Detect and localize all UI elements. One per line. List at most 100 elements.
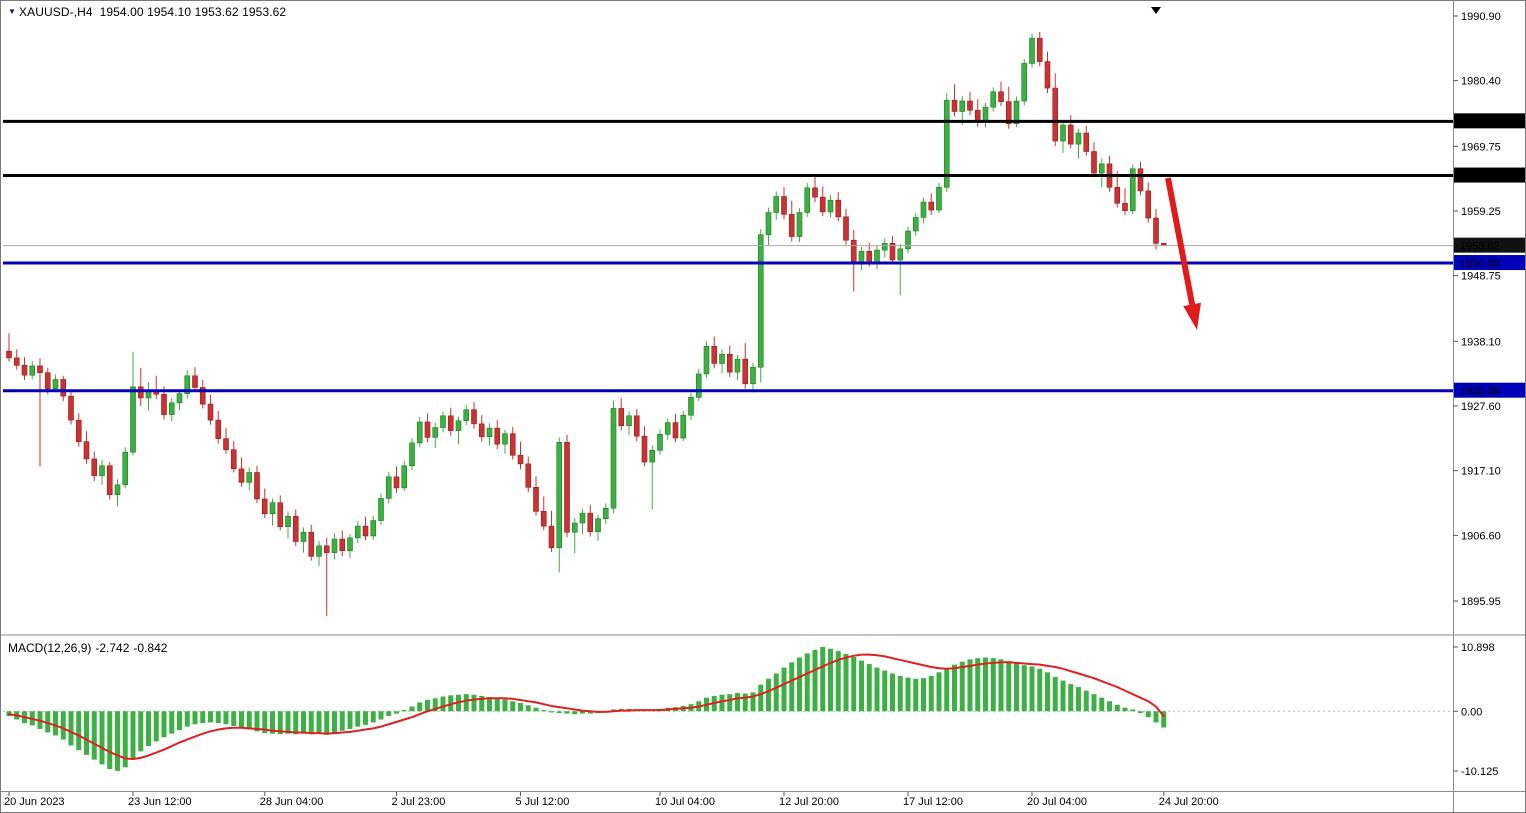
macd-axis-tick: 0.00 [1461,706,1482,718]
macd-histogram-bar [797,657,802,712]
candle-body [161,393,167,415]
macd-histogram-bar [45,711,51,733]
candle [6,333,12,362]
candle [850,229,857,292]
candle [571,518,578,554]
candle-body [99,465,105,476]
macd-histogram-bar [719,694,725,712]
bar-position-marker-icon [1151,7,1161,14]
candle [533,476,539,516]
macd-histogram-bar [432,698,438,712]
candle [207,394,214,425]
macd-histogram-bar [502,699,508,712]
candle-body [447,415,454,431]
candle-body [1145,190,1152,219]
price-level-label-text: 1965.00 [1460,171,1500,183]
candle-body [765,212,772,235]
candle [742,343,749,389]
candle [936,182,942,214]
candle-body [726,353,733,373]
candle [502,429,508,455]
candle [943,92,950,193]
candle [385,471,392,504]
candle [463,404,470,426]
candle [672,413,679,443]
candle [378,493,384,525]
candle [1052,73,1059,146]
macd-histogram-bar [301,711,306,734]
candle-body [796,212,803,237]
price-axis-tick: 1980.40 [1461,76,1501,88]
candle-body [819,196,826,213]
macd-histogram-bar [122,711,128,768]
candle-body [285,515,291,528]
candle [1091,142,1097,178]
macd-histogram-bar [161,711,167,738]
collapse-triangle-icon[interactable]: ▼ [8,7,17,16]
candle-body [37,365,43,373]
macd-value-main: -2.742 [95,641,130,655]
macd-histogram-bar [556,711,562,714]
macd-histogram-bar [60,711,66,740]
candle-body [308,531,315,557]
macd-histogram-bar [130,711,136,759]
candle-body [207,403,214,421]
candle [300,527,307,553]
candle [788,200,795,242]
candle [114,479,121,507]
candle-body [920,201,927,218]
candle-body [773,196,780,213]
candle [781,187,787,220]
candle [60,375,67,402]
candle-body [719,353,725,364]
macd-histogram-bar [967,659,973,712]
candle-body [556,442,563,548]
candle-body [680,414,687,439]
candle-body [401,465,408,489]
candle [269,498,276,526]
macd-histogram-bar [115,711,120,771]
candle-body [184,375,191,394]
candle [517,441,524,470]
candle [858,247,865,271]
candle-body [889,243,896,261]
macd-histogram-bar [394,711,399,714]
candle [540,496,547,531]
candle [982,102,989,128]
candle [285,511,291,539]
macd-histogram-bar [463,694,469,712]
macd-histogram-bar [727,694,733,712]
candle-body [734,358,741,373]
macd-histogram-bar [177,711,182,731]
price-axis-tick: 1969.75 [1461,141,1501,153]
macd-histogram-bar [169,711,175,734]
macd-histogram-bar [1014,663,1019,712]
macd-histogram-bar [378,711,384,720]
candle [1021,59,1028,106]
candle-body [951,100,958,112]
candle-body [261,498,268,515]
candle [199,380,206,409]
macd-histogram-bar [53,711,58,736]
candle [757,229,764,383]
candle [393,466,400,493]
macd-histogram-bar [1122,707,1128,712]
trend-arrow[interactable] [1165,177,1196,306]
candle-body [1091,151,1097,174]
price-axis-tick: 1906.60 [1461,530,1501,542]
macd-histogram-bar [897,675,903,712]
candle-body [416,421,423,444]
candle [168,397,175,422]
candle [912,213,919,236]
candle-body [672,422,679,439]
current-price-label [1454,237,1525,253]
macd-histogram-bar [758,684,764,712]
macd-histogram-bar [1099,697,1105,712]
macd-histogram [6,646,1167,771]
time-axis-label: 5 Jul 12:00 [516,796,570,808]
candle-body [424,421,431,438]
candle-body [1052,87,1059,142]
candle [610,401,617,514]
macd-histogram-bar [231,711,237,727]
